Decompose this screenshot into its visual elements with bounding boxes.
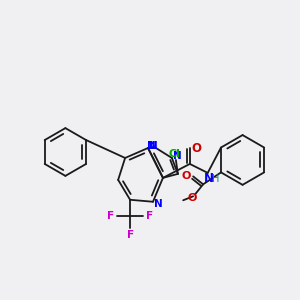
Text: N: N	[154, 199, 162, 209]
Text: N: N	[172, 151, 181, 161]
Text: O: O	[188, 193, 197, 203]
Text: F: F	[127, 230, 134, 240]
Text: O: O	[192, 142, 202, 154]
Text: F: F	[106, 211, 114, 221]
Text: F: F	[146, 211, 154, 221]
Text: N: N	[147, 141, 155, 151]
Text: O: O	[182, 171, 191, 182]
Text: H: H	[212, 174, 219, 184]
Text: Cl: Cl	[169, 149, 181, 159]
Text: N: N	[204, 172, 214, 185]
Text: N: N	[148, 141, 158, 151]
